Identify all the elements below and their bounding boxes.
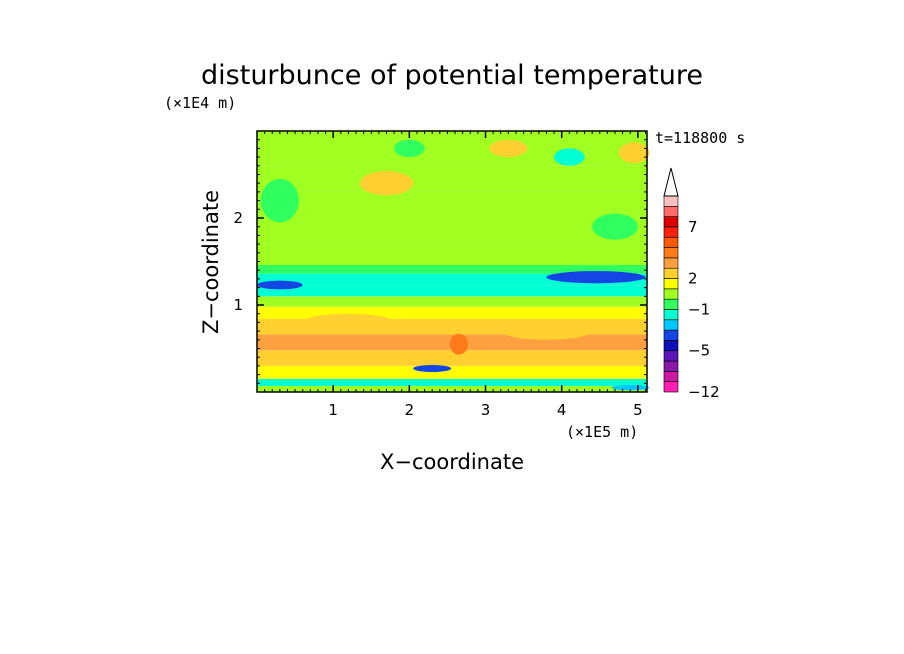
colorbar-extension: [663, 167, 679, 197]
colorbar-segment: [663, 236, 679, 248]
colorbar-segment: [663, 381, 679, 393]
x-tick-label: 1: [328, 401, 338, 419]
y-unit-label: (×1E4 m): [164, 94, 236, 112]
colorbar-segment: [663, 247, 679, 259]
contour-blob: [449, 333, 468, 355]
colorbar-segment: [663, 329, 679, 341]
colorbar-segment: [663, 319, 679, 331]
contour-band: [257, 378, 647, 386]
time-label: t=118800 s: [655, 129, 745, 147]
contour-blob: [618, 142, 650, 164]
colorbar-segment: [663, 309, 679, 321]
colorbar-segment: [663, 360, 679, 372]
y-tick-label: 2: [233, 209, 243, 227]
colorbar-segment: [663, 195, 679, 207]
x-tick-label: 5: [633, 401, 643, 419]
contour-band: [257, 385, 647, 392]
contour-blob: [592, 213, 638, 240]
colorbar-segment: [663, 278, 679, 290]
colorbar-label: 2: [688, 270, 698, 288]
contour-blob: [489, 139, 528, 158]
x-tick-label: 2: [405, 401, 415, 419]
contour-blob: [260, 178, 299, 223]
contour-band: [257, 165, 647, 192]
colorbar-segment: [663, 298, 679, 310]
colorbar-segment: [663, 350, 679, 362]
contour-blob: [500, 322, 593, 340]
contour-blob: [359, 171, 414, 196]
x-axis-label: X−coordinate: [380, 450, 524, 474]
contour-blob: [611, 385, 650, 391]
contour-band: [257, 365, 647, 379]
colorbar: −12−5−127: [663, 167, 720, 401]
x-tick-label: 3: [481, 401, 491, 419]
colorbar-label: −12: [688, 383, 720, 401]
x-axis-ticks: 1 2 3 4 5: [328, 131, 643, 419]
x-unit-label: (×1E5 m): [566, 423, 638, 441]
y-axis-label: Z−coordinate: [199, 190, 223, 334]
colorbar-segment: [663, 216, 679, 228]
colorbar-segment: [663, 257, 679, 269]
contour-blob: [546, 271, 646, 284]
contour-blob: [257, 280, 303, 290]
colorbar-segment: [663, 226, 679, 238]
contour-band: [257, 296, 647, 307]
contour-band: [257, 218, 647, 245]
colorbar-label: −5: [688, 342, 710, 360]
contour-band: [257, 264, 647, 274]
contour-band: [257, 191, 647, 218]
contour-band: [257, 285, 647, 297]
y-axis-ticks: 12: [233, 209, 647, 314]
colorbar-segment: [663, 371, 679, 382]
colorbar-segment: [663, 288, 679, 300]
contour-band: [257, 350, 647, 366]
contour-blob: [394, 139, 425, 158]
colorbar-label: 7: [688, 218, 698, 236]
y-tick-label: 1: [233, 296, 243, 314]
colorbar-segment: [663, 206, 679, 217]
x-tick-label: 4: [557, 401, 567, 419]
chart-title: disturbunce of potential temperature: [201, 60, 703, 91]
contour-band: [257, 244, 647, 265]
minor-ticks: [257, 131, 647, 392]
colorbar-segment: [663, 267, 679, 279]
contour-blob: [554, 148, 585, 166]
contour-blob: [413, 365, 452, 372]
colorbar-segment: [663, 340, 679, 352]
contour-field: [257, 131, 650, 392]
colorbar-label: −1: [688, 300, 710, 318]
contour-blob: [302, 313, 395, 332]
contour-band: [257, 131, 647, 166]
